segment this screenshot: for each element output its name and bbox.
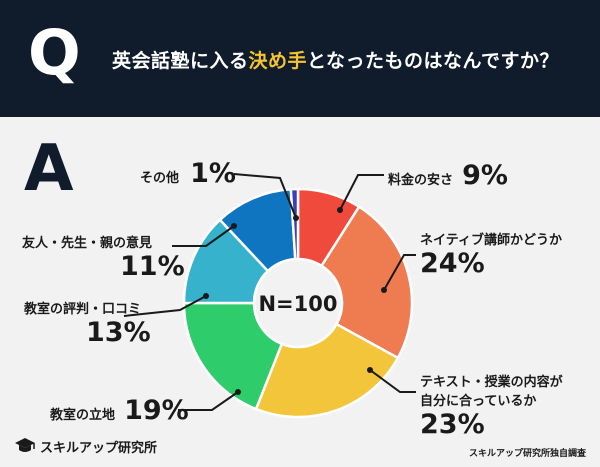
a-letter: A xyxy=(24,132,74,206)
label-ritchi-pct: 19% xyxy=(124,395,189,426)
label-ryokin-pct: 9% xyxy=(462,160,508,191)
label-native-name: ネイティブ講師かどうか xyxy=(420,233,562,248)
label-text: テキスト・授業の内容が 自分に合っているか 23% xyxy=(420,371,563,440)
pie-slice xyxy=(319,205,414,360)
center-label: N=100 xyxy=(258,292,337,316)
footer-logo-text: スキルアップ研究所 xyxy=(40,441,158,456)
label-text-line1: テキスト・授業の内容が xyxy=(420,375,563,390)
leader-line xyxy=(339,174,384,211)
label-sonota: その他 1% xyxy=(140,158,236,189)
label-hyoban: 教室の評判・口コミ 13% xyxy=(24,298,151,348)
leader-dot xyxy=(235,389,241,395)
question-highlight: 決め手 xyxy=(248,50,308,72)
label-text-pct: 23% xyxy=(420,409,485,440)
pie-slice xyxy=(182,301,284,411)
leader-dot xyxy=(231,223,237,229)
graduation-cap-icon xyxy=(14,436,36,460)
pie-slice xyxy=(254,322,400,419)
label-sonota-name: その他 xyxy=(140,171,180,186)
label-hyoban-name: 教室の評判・口コミ xyxy=(24,302,142,317)
label-ritchi-name: 教室の立地 xyxy=(50,408,116,423)
leader-line xyxy=(383,254,416,291)
label-native-pct: 24% xyxy=(420,248,485,279)
leader-line xyxy=(233,173,297,219)
chart-slices xyxy=(182,187,414,419)
leader-dot xyxy=(337,207,343,213)
question-text: 英会話塾に入る決め手となったものはなんですか？ xyxy=(112,46,559,73)
leader-line xyxy=(172,225,235,247)
leader-lines xyxy=(123,173,416,411)
label-ritchi: 教室の立地 19% xyxy=(50,395,189,426)
label-yujin: 友人・先生・親の意見 11% xyxy=(22,232,185,282)
pie-slice xyxy=(289,187,300,261)
label-ryokin-name: 料金の安さ xyxy=(388,173,454,188)
leader-dot xyxy=(367,367,373,373)
label-hyoban-pct: 13% xyxy=(86,317,151,348)
label-yujin-name: 友人・先生・親の意見 xyxy=(22,236,153,251)
label-native: ネイティブ講師かどうか 24% xyxy=(420,229,562,279)
footer-logo: スキルアップ研究所 xyxy=(14,436,157,460)
leader-dot xyxy=(203,293,209,299)
source-note: スキルアップ研究所独自調査 xyxy=(468,449,586,459)
label-text-line2: 自分に合っているか xyxy=(420,394,537,409)
label-yujin-pct: 11% xyxy=(120,251,185,282)
header-banner: Q 英会話塾に入る決め手となったものはなんですか？ xyxy=(0,0,600,117)
leader-dot xyxy=(293,215,299,221)
leader-dot xyxy=(381,287,387,293)
question-pre: 英会話塾に入る xyxy=(112,50,249,72)
question-post: となったものはなんですか？ xyxy=(307,50,560,72)
q-letter: Q xyxy=(28,16,81,89)
leader-line xyxy=(178,391,239,411)
leader-line xyxy=(123,295,207,317)
leader-line xyxy=(369,369,416,393)
label-sonota-pct: 1% xyxy=(190,158,236,189)
label-ryokin: 料金の安さ 9% xyxy=(388,160,508,191)
